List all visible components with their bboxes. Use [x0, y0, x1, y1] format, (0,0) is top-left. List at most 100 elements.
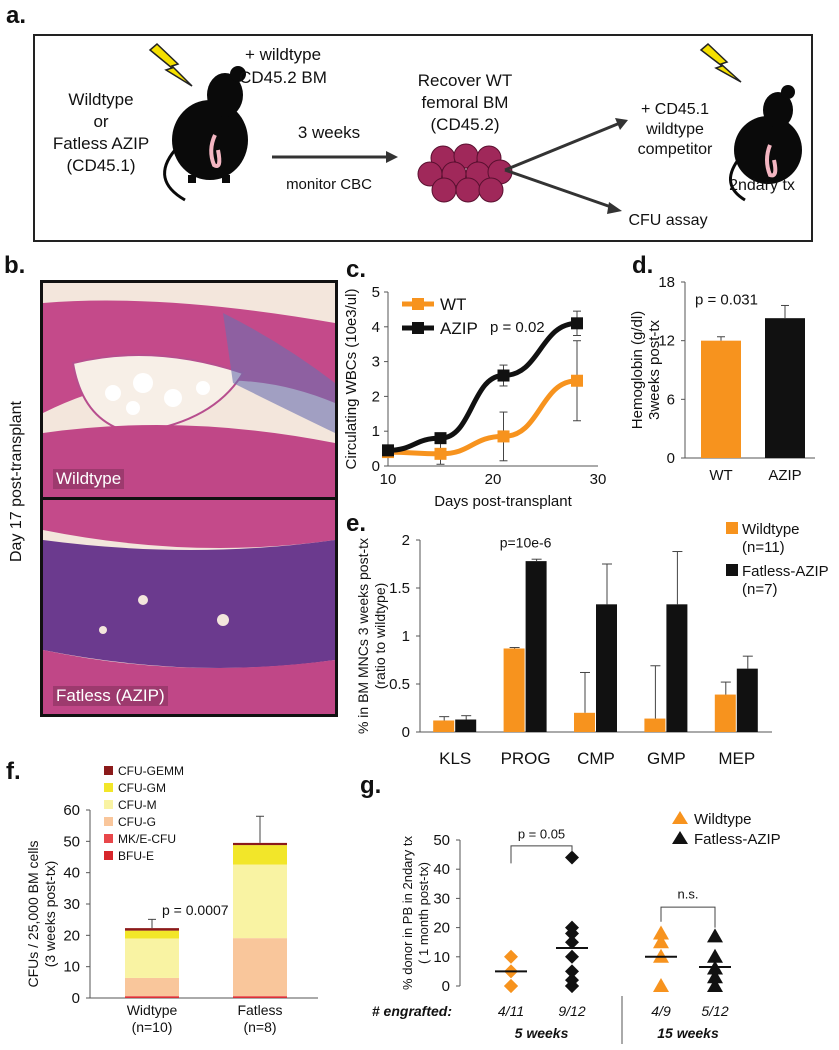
bar-prog-azip	[525, 561, 547, 732]
recipient-line4: (CD45.1)	[67, 156, 136, 175]
x-tick-label: (n=8)	[243, 1019, 276, 1035]
time-label: 5 weeks	[515, 1025, 569, 1041]
x-tick-label: AZIP	[768, 467, 801, 484]
bar-segment-cfu-g	[125, 977, 179, 997]
panel-c-label: c.	[346, 256, 367, 283]
panel-d-label: d.	[632, 252, 654, 279]
wbc-line-chart: 0 1 2 3 4 5 10 20 30 Days post-transplant Circulat…	[343, 284, 606, 510]
y-tick-label: 3	[372, 354, 380, 371]
cfu-assay-label: CFU assay	[628, 212, 707, 229]
bar-azip	[765, 318, 805, 458]
lightning-icon	[699, 42, 742, 83]
data-point-wildtype	[653, 925, 669, 940]
bar-segment-bfu-e	[125, 997, 179, 998]
series-line-azip	[387, 320, 578, 453]
lightning-icon	[148, 42, 193, 87]
legend-label: MK/E-CFU	[118, 832, 176, 846]
y-tick-label: 60	[63, 802, 80, 819]
y-axis-label: % donor in PB in 2ndary tx	[400, 836, 415, 990]
y-axis-label: (ratio to wildtype)	[372, 583, 388, 690]
x-tick-label: 20	[485, 471, 502, 488]
data-point-azip	[565, 973, 579, 988]
mouse-icon	[163, 66, 248, 202]
y-axis-label: 3weeks post-tx	[646, 319, 663, 420]
y-tick-label: 20	[433, 920, 450, 937]
x-tick-label: (n=10)	[132, 1019, 173, 1035]
x-tick-label: 10	[380, 471, 397, 488]
panel-f-label: f.	[6, 758, 21, 785]
y-tick-label: 0	[72, 990, 80, 1007]
legend-label: AZIP	[440, 319, 478, 338]
bar-mep-wildtype	[714, 694, 736, 732]
cfu-stacked-bar-chart: 0 10 20 30 40 50 60 CFUs / 25,000 BM cells (3 we…	[25, 764, 318, 1035]
recipient-line2: or	[93, 112, 108, 131]
y-tick-label: 0	[402, 724, 410, 741]
y-tick-label: 12	[658, 333, 675, 350]
y-tick-label: 1	[372, 423, 380, 440]
bar-prog-wildtype	[503, 648, 525, 732]
engrafted-row-label: # engrafted:	[372, 1003, 452, 1019]
y-tick-label: 2	[402, 532, 410, 549]
x-tick-label: KLS	[439, 749, 471, 768]
legend-label: (n=7)	[742, 581, 777, 598]
time-label: 15 weeks	[657, 1025, 719, 1041]
y-tick-label: 4	[372, 319, 380, 336]
data-point-azip	[565, 850, 579, 865]
panel-g-label: g.	[360, 772, 382, 799]
data-point-azip	[565, 964, 579, 979]
y-axis-label: (3 weeks post-tx)	[42, 861, 58, 968]
data-point-azip	[382, 444, 394, 457]
monitor-label: monitor CBC	[286, 176, 372, 193]
y-tick-label: 1.5	[389, 580, 410, 597]
schematic-diagram: Wildtype or Fatless AZIP (CD45.1) + wild…	[53, 42, 802, 229]
bar-segment-cfu-gm	[125, 930, 179, 939]
data-point-azip	[434, 432, 447, 445]
y-tick-label: 30	[63, 896, 80, 913]
arrow-down	[504, 168, 615, 210]
y-tick-label: 1	[402, 628, 410, 645]
bar-wt	[701, 340, 741, 458]
y-tick-label: 5	[372, 284, 380, 301]
x-tick-label: CMP	[577, 749, 615, 768]
donor-line1: + wildtype	[245, 45, 321, 64]
histology-azip-image: Fatless (AZIP)	[40, 497, 338, 717]
bar-segment-bfu-e	[233, 997, 287, 998]
competitor-line1: + CD45.1	[641, 101, 709, 118]
data-point-wildtype	[504, 949, 518, 964]
legend-marker	[672, 811, 688, 824]
legend-label: Wildtype	[694, 811, 752, 828]
data-point-wildtype	[653, 948, 669, 963]
bar-cmp-azip	[596, 604, 617, 732]
panel-a-label: a.	[6, 2, 27, 29]
recover-line3: (CD45.2)	[431, 115, 500, 134]
data-point-wildtype	[653, 978, 669, 992]
legend-marker	[672, 831, 688, 844]
data-point-azip	[497, 369, 510, 382]
schematic-box	[33, 34, 813, 242]
data-point-wildtype	[504, 979, 518, 993]
x-tick-label: GMP	[647, 749, 686, 768]
interval-label: 3 weeks	[298, 123, 360, 142]
bar-kls-azip	[455, 719, 477, 732]
legend-label: Wildtype	[742, 521, 800, 538]
bar-segment-cfu-g	[233, 938, 287, 997]
bar-segment-cfu-m	[125, 938, 179, 978]
significance-bracket	[510, 845, 573, 864]
recipient-line3: Fatless AZIP	[53, 134, 149, 153]
legend-label: WT	[440, 295, 466, 314]
legend-label: BFU-E	[118, 849, 154, 863]
histology-wildtype-image: Wildtype	[40, 280, 338, 500]
recover-line2: femoral BM	[422, 93, 509, 112]
bar-segment-mk-e-cfu	[125, 996, 179, 998]
y-tick-label: 0.5	[389, 676, 410, 693]
bar-gmp-wildtype	[644, 718, 666, 732]
ns-annotation: n.s.	[678, 886, 699, 901]
legend-marker	[726, 564, 738, 576]
legend-marker	[104, 851, 113, 860]
bar-gmp-azip	[666, 604, 688, 732]
legend-label: Fatless-AZIP	[694, 831, 781, 848]
recipient-line1: Wildtype	[68, 90, 133, 109]
p-value-annotation: p = 0.0007	[162, 902, 229, 918]
legend-label: Fatless-AZIP	[742, 563, 829, 580]
data-point-wt	[571, 374, 583, 387]
